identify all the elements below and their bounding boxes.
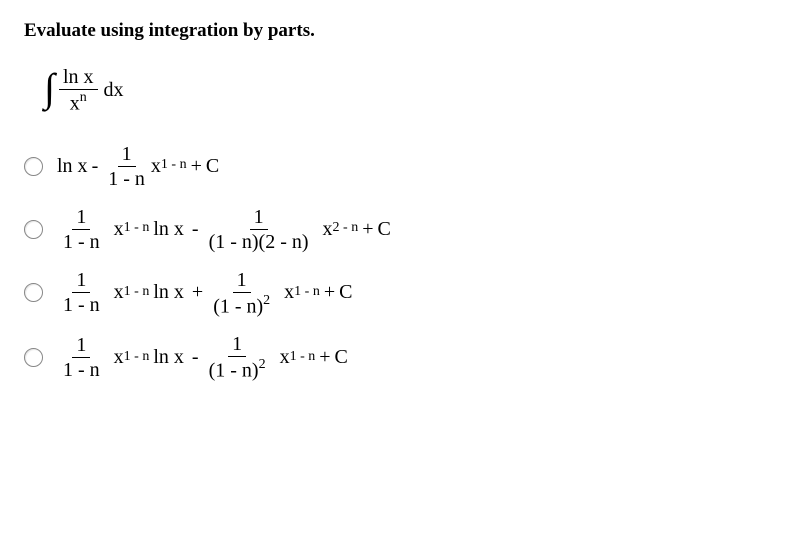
radio-icon[interactable]	[24, 157, 43, 176]
dx: dx	[104, 79, 124, 102]
option-4-math: 1 1 - n x1 - n ln x - 1 (1 - n)2 x1 - n …	[57, 333, 348, 382]
option-4[interactable]: 1 1 - n x1 - n ln x - 1 (1 - n)2 x1 - n …	[24, 333, 770, 382]
radio-icon[interactable]	[24, 283, 43, 302]
option-3[interactable]: 1 1 - n x1 - n ln x + 1 (1 - n)2 x1 - n …	[24, 269, 770, 318]
radio-icon[interactable]	[24, 220, 43, 239]
integrand-fraction: ln x xn	[59, 66, 98, 115]
integral-expression: ∫ ln x xn dx	[44, 66, 770, 115]
option-1[interactable]: ln x - 1 1 - n x1 - n + C	[24, 143, 770, 190]
radio-icon[interactable]	[24, 348, 43, 367]
question-title: Evaluate using integration by parts.	[24, 20, 770, 42]
integral-sign: ∫	[44, 68, 55, 108]
option-2[interactable]: 1 1 - n x1 - n ln x - 1 (1 - n)(2 - n) x…	[24, 206, 770, 253]
option-2-math: 1 1 - n x1 - n ln x - 1 (1 - n)(2 - n) x…	[57, 206, 391, 253]
integrand-numer: ln x	[59, 66, 98, 90]
option-3-math: 1 1 - n x1 - n ln x + 1 (1 - n)2 x1 - n …	[57, 269, 352, 318]
option-1-math: ln x - 1 1 - n x1 - n + C	[57, 143, 219, 190]
integrand-denom: xn	[66, 90, 91, 115]
